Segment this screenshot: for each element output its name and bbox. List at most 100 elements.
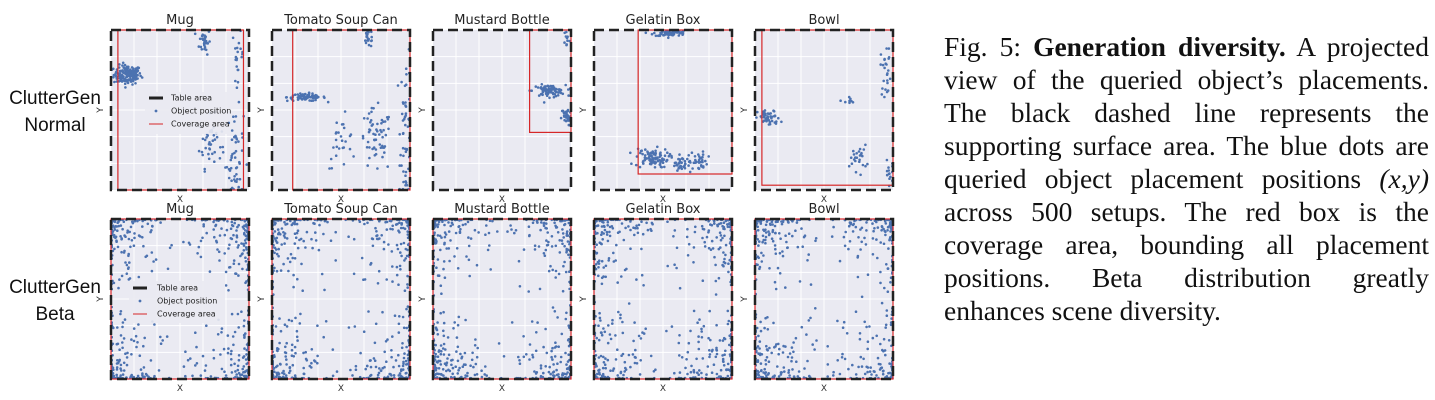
data-point — [383, 365, 386, 369]
data-point — [131, 71, 135, 74]
data-point — [205, 231, 208, 235]
data-point — [559, 355, 563, 359]
data-point — [448, 259, 451, 263]
data-point — [800, 325, 804, 329]
data-point — [440, 236, 443, 239]
data-point — [631, 353, 635, 356]
data-point — [601, 366, 605, 370]
data-point — [242, 249, 246, 252]
data-point — [400, 222, 404, 225]
data-point — [120, 238, 123, 241]
data-point — [774, 287, 778, 291]
data-point — [433, 358, 437, 361]
data-point — [467, 236, 470, 239]
data-point — [289, 97, 293, 100]
data-point — [809, 316, 812, 320]
data-point — [701, 158, 704, 162]
data-point — [117, 224, 120, 228]
data-point — [640, 273, 644, 277]
data-point — [114, 72, 117, 75]
data-point — [715, 372, 719, 376]
data-point — [617, 310, 620, 314]
table-area-dashed — [753, 217, 895, 381]
data-point — [114, 74, 117, 77]
data-point — [648, 158, 651, 162]
data-point — [869, 366, 872, 369]
data-point — [238, 160, 241, 164]
data-point — [678, 371, 682, 374]
data-point — [567, 253, 570, 257]
data-point — [136, 374, 140, 378]
data-point — [771, 239, 775, 243]
data-point — [557, 345, 560, 349]
data-point — [600, 225, 604, 228]
data-point — [462, 363, 466, 366]
data-point — [283, 220, 286, 224]
data-point — [654, 151, 657, 155]
data-point — [145, 254, 149, 258]
data-point — [597, 369, 600, 372]
data-point — [622, 238, 626, 242]
data-point — [527, 225, 531, 228]
data-point — [563, 222, 567, 226]
data-point — [296, 229, 300, 232]
data-point — [556, 362, 559, 366]
data-point — [565, 234, 569, 237]
data-point — [404, 257, 408, 260]
data-point — [866, 366, 870, 369]
data-point — [595, 336, 598, 340]
data-point — [277, 254, 280, 258]
data-point — [756, 255, 760, 258]
data-point — [445, 369, 448, 373]
data-point — [237, 326, 240, 329]
data-point — [883, 286, 886, 290]
data-point — [139, 368, 143, 371]
data-point — [439, 311, 443, 315]
data-point — [404, 67, 408, 70]
data-point — [547, 269, 551, 273]
data-point — [439, 363, 443, 366]
data-point — [790, 346, 794, 349]
data-point — [280, 227, 284, 230]
data-point — [787, 369, 791, 372]
data-point — [208, 141, 211, 144]
data-point — [285, 341, 289, 345]
data-point — [353, 325, 357, 328]
data-point — [128, 261, 131, 264]
data-point — [277, 231, 281, 234]
data-point — [604, 275, 607, 279]
data-point — [405, 345, 408, 349]
data-point — [278, 317, 281, 320]
data-point — [638, 373, 642, 376]
data-point — [556, 94, 560, 97]
data-point — [215, 135, 219, 139]
data-point — [122, 220, 126, 223]
data-point — [659, 151, 662, 154]
data-point — [870, 373, 873, 376]
data-point — [335, 370, 339, 373]
data-point — [781, 351, 785, 354]
data-point — [801, 245, 804, 248]
data-point — [435, 366, 438, 370]
legend-beta-table: Table area — [156, 284, 198, 293]
data-point — [241, 252, 244, 255]
data-point — [285, 358, 288, 361]
data-point — [342, 126, 346, 130]
data-point — [653, 31, 656, 35]
data-point — [129, 68, 132, 71]
data-point — [879, 342, 882, 346]
data-point — [533, 370, 536, 373]
data-point — [886, 72, 889, 75]
data-point — [211, 139, 215, 142]
data-point — [757, 334, 760, 338]
data-point — [184, 350, 187, 354]
y-axis-label: Y — [579, 107, 589, 114]
data-point — [203, 170, 206, 173]
data-point — [633, 361, 637, 365]
data-point — [535, 219, 539, 223]
data-point — [401, 364, 405, 368]
data-point — [150, 251, 154, 254]
data-point — [230, 156, 233, 159]
data-point — [295, 329, 299, 333]
data-point — [234, 166, 238, 170]
